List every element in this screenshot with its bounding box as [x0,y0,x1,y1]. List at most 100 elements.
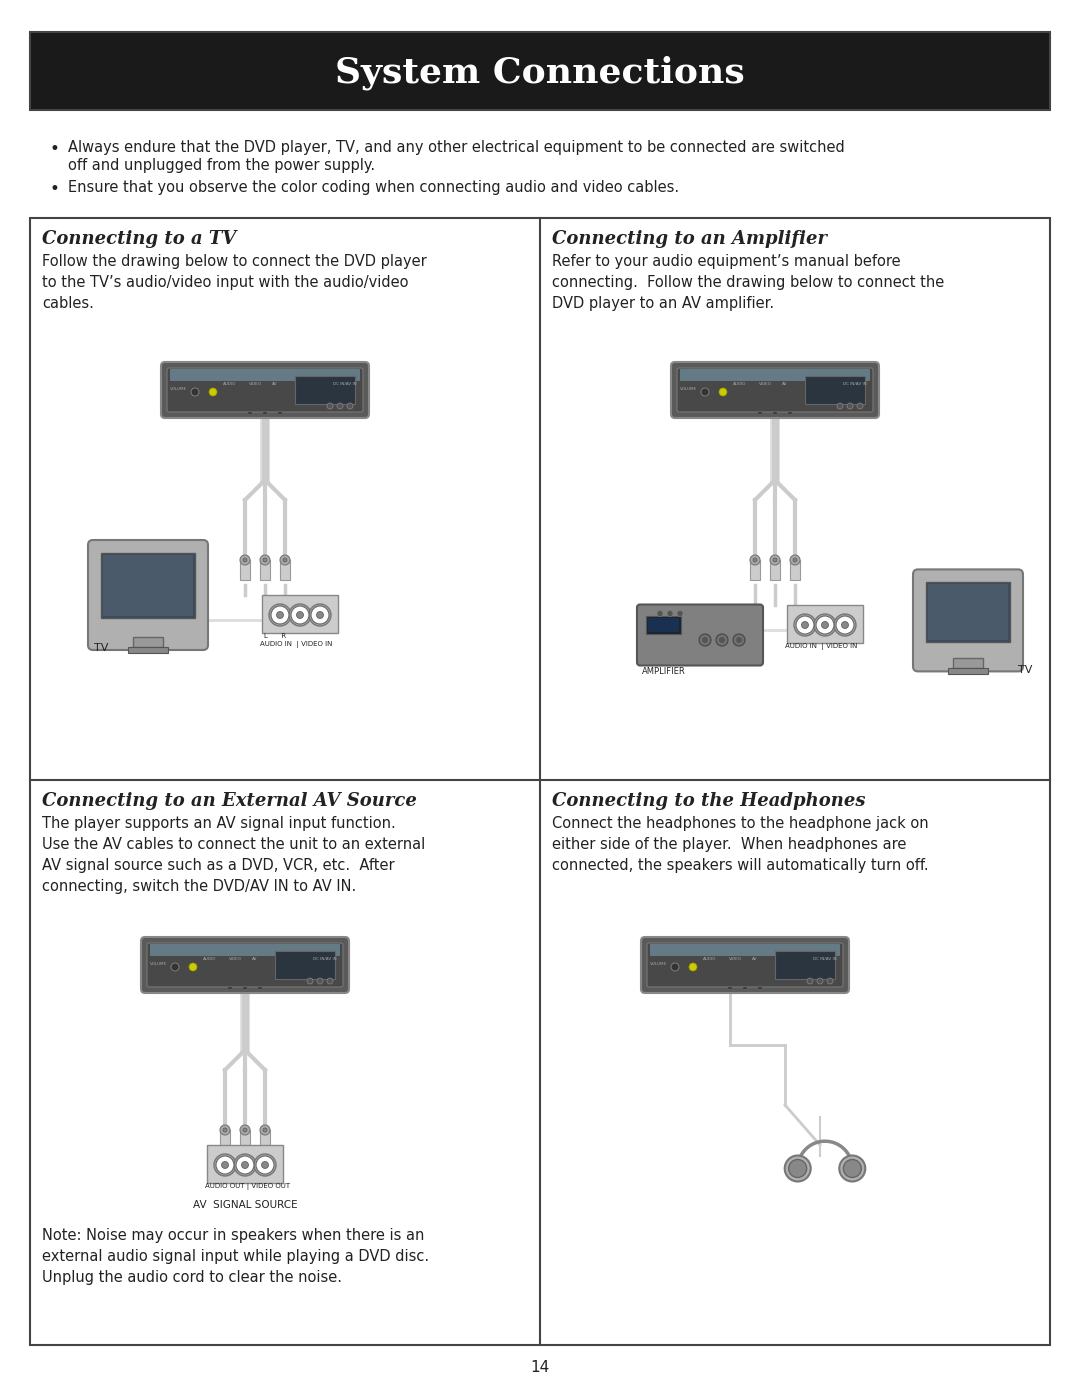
Circle shape [702,637,708,643]
Text: Connecting to an Amplifier: Connecting to an Amplifier [552,231,827,249]
Circle shape [753,557,757,562]
Text: The player supports an AV signal input function.
Use the AV cables to connect th: The player supports an AV signal input f… [42,816,426,894]
Bar [258,988,262,989]
Circle shape [327,978,333,983]
Circle shape [788,1160,807,1178]
Text: TV: TV [1018,665,1032,675]
FancyBboxPatch shape [150,944,340,956]
Text: AUDIO: AUDIO [203,957,217,961]
Bar [295,376,355,404]
Text: Refer to your audio equipment’s manual before
connecting.  Follow the drawing be: Refer to your audio equipment’s manual b… [552,254,944,312]
Bar [264,412,267,414]
Text: TV: TV [94,643,108,652]
Text: System Connections: System Connections [335,56,745,91]
FancyBboxPatch shape [642,937,849,993]
Circle shape [261,1161,269,1168]
Circle shape [834,615,856,636]
FancyBboxPatch shape [87,541,208,650]
Circle shape [280,555,291,564]
Circle shape [719,388,727,395]
Circle shape [243,557,247,562]
Circle shape [171,963,179,971]
Text: AV: AV [782,381,787,386]
Bar [750,560,760,580]
Circle shape [657,610,663,616]
Circle shape [289,604,311,626]
Bar [805,376,865,404]
FancyBboxPatch shape [161,362,369,418]
Circle shape [254,1154,276,1176]
Bar [278,412,282,414]
Circle shape [240,555,249,564]
Bar [773,412,777,414]
Circle shape [210,388,217,395]
Circle shape [770,555,780,564]
Text: AUDIO IN  | VIDEO IN: AUDIO IN | VIDEO IN [260,641,333,648]
Text: AUDIO: AUDIO [224,381,237,386]
Circle shape [221,1161,229,1168]
Bar [758,412,762,414]
Text: DC IN/AV IN: DC IN/AV IN [313,957,337,961]
Circle shape [801,622,809,629]
Text: •: • [50,140,59,158]
FancyBboxPatch shape [671,362,879,418]
Text: Connect the headphones to the headphone jack on
either side of the player.  When: Connect the headphones to the headphone … [552,816,929,873]
Text: AUDIO: AUDIO [703,957,717,961]
FancyBboxPatch shape [170,369,360,381]
Bar [770,560,780,580]
Circle shape [793,557,797,562]
Bar [228,988,232,989]
Circle shape [264,1127,267,1132]
Circle shape [816,978,823,983]
Circle shape [789,555,800,564]
Circle shape [271,606,289,624]
Circle shape [297,612,303,619]
Circle shape [260,1125,270,1134]
Circle shape [677,610,683,616]
Circle shape [816,616,834,634]
Circle shape [347,402,353,409]
Circle shape [260,555,270,564]
Text: Connecting to the Headphones: Connecting to the Headphones [552,792,865,810]
Circle shape [735,637,742,643]
Text: VIDEO: VIDEO [229,957,242,961]
Bar [102,553,195,617]
Circle shape [283,557,287,562]
Circle shape [214,1154,237,1176]
Circle shape [240,1125,249,1134]
Circle shape [256,1155,274,1173]
Bar [758,988,762,989]
Circle shape [216,1155,234,1173]
Bar [775,951,835,979]
Circle shape [316,612,324,619]
Circle shape [318,978,323,983]
Circle shape [291,606,309,624]
Bar [243,988,247,989]
Circle shape [773,557,777,562]
Text: DC IN/AV IN: DC IN/AV IN [843,381,867,386]
FancyBboxPatch shape [650,944,840,956]
Bar [30,218,1050,1345]
Circle shape [822,622,828,629]
Bar [207,1146,283,1183]
Circle shape [689,963,697,971]
Bar [928,584,1008,640]
Text: 14: 14 [530,1361,550,1376]
Circle shape [189,963,197,971]
Text: VIDEO: VIDEO [729,957,742,961]
Circle shape [837,402,843,409]
Circle shape [307,978,313,983]
Bar [248,412,252,414]
Circle shape [827,978,833,983]
Circle shape [220,1125,230,1134]
Bar [133,637,163,647]
FancyBboxPatch shape [141,937,349,993]
Bar [30,32,1050,110]
FancyBboxPatch shape [167,367,363,412]
Text: DC IN/AV IN: DC IN/AV IN [334,381,356,386]
Bar [788,412,792,414]
Circle shape [671,963,679,971]
Bar [129,647,168,652]
Text: off and unplugged from the power supply.: off and unplugged from the power supply. [68,158,375,173]
Circle shape [836,616,854,634]
